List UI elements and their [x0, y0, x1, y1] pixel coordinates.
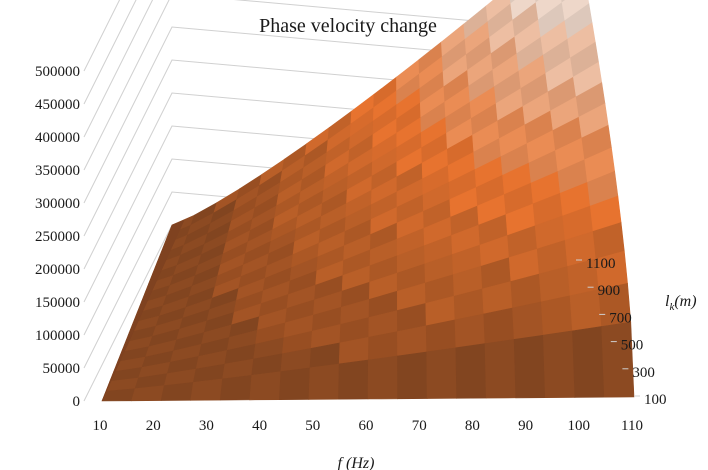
surface-facet — [542, 330, 576, 398]
surface-facet — [219, 374, 253, 401]
depth-axis-title-unit: (m) — [674, 293, 696, 310]
x-tick-label: 30 — [199, 418, 214, 434]
gridline — [83, 0, 121, 72]
x-tick-label: 100 — [568, 418, 591, 434]
surface-facet — [426, 347, 457, 399]
surface-facet — [454, 313, 486, 349]
chart-title: Phase velocity change — [259, 15, 437, 37]
y-tick-label: 150000 — [35, 295, 80, 311]
depth-tick-label: 900 — [598, 283, 621, 299]
surface-facet — [483, 307, 515, 344]
surface-facet — [540, 295, 573, 336]
x-axis-tick-labels: 10 20 30 40 50 60 70 80 90 100 110 — [93, 418, 643, 434]
depth-tick-label: 500 — [621, 338, 644, 354]
x-tick-label: 60 — [359, 418, 374, 434]
depth-tick-label: 700 — [609, 310, 632, 326]
x-tick-label: 90 — [518, 418, 533, 434]
depth-axis-title-subscript: k — [669, 301, 675, 313]
x-tick-label: 10 — [93, 418, 108, 434]
x-axis-title: f (Hz) — [338, 455, 375, 470]
depth-axis-tick-labels: 100 300 500 700 900 1100 — [576, 256, 667, 408]
y-tick-label: 400000 — [35, 130, 80, 146]
surface-facet — [279, 367, 311, 400]
surface-facet — [190, 378, 223, 401]
y-tick-label: 350000 — [35, 163, 80, 179]
surface-side-wall — [101, 219, 185, 402]
y-tick-label: 200000 — [35, 262, 80, 278]
surface-facet — [338, 359, 369, 400]
gridline — [83, 0, 154, 138]
y-tick-label: 300000 — [35, 196, 80, 212]
depth-axis-title-main: l — [665, 293, 670, 310]
x-tick-label: 40 — [252, 418, 267, 434]
y-tick-label: 250000 — [35, 229, 80, 245]
back-wall-gridlines — [83, 0, 577, 402]
surface-facet — [572, 326, 605, 398]
depth-tick-label: 300 — [632, 365, 655, 381]
y-axis-tick-labels: 0 50000 100000 150000 200000 250000 300000 3500… — [35, 64, 80, 410]
depth-tick-label: 100 — [644, 392, 667, 408]
surface-facet — [367, 355, 398, 400]
x-tick-label: 50 — [305, 418, 320, 434]
surface-facet — [249, 371, 282, 401]
surface-facet — [513, 334, 546, 399]
surface-facet — [308, 363, 340, 400]
gridline — [83, 0, 577, 171]
surface-facet — [455, 343, 487, 399]
surface-facet — [484, 339, 517, 399]
y-tick-label: 450000 — [35, 97, 80, 113]
y-tick-label: 0 — [73, 394, 81, 410]
surface-plot — [101, 0, 635, 402]
depth-tick-label: 1100 — [586, 256, 615, 272]
x-tick-label: 70 — [412, 418, 427, 434]
y-tick-label: 50000 — [43, 361, 81, 377]
x-tick-label: 110 — [621, 418, 643, 434]
gridline — [83, 0, 137, 105]
x-tick-label: 80 — [465, 418, 480, 434]
surface-facet — [397, 351, 428, 400]
x-tick-label: 20 — [146, 418, 161, 434]
surface-facet — [601, 321, 635, 398]
depth-axis-title: lk(m) — [665, 293, 697, 313]
surface-facet — [425, 319, 457, 353]
y-tick-label: 500000 — [35, 64, 80, 80]
y-tick-label: 100000 — [35, 328, 80, 344]
surface-facet — [512, 301, 544, 340]
